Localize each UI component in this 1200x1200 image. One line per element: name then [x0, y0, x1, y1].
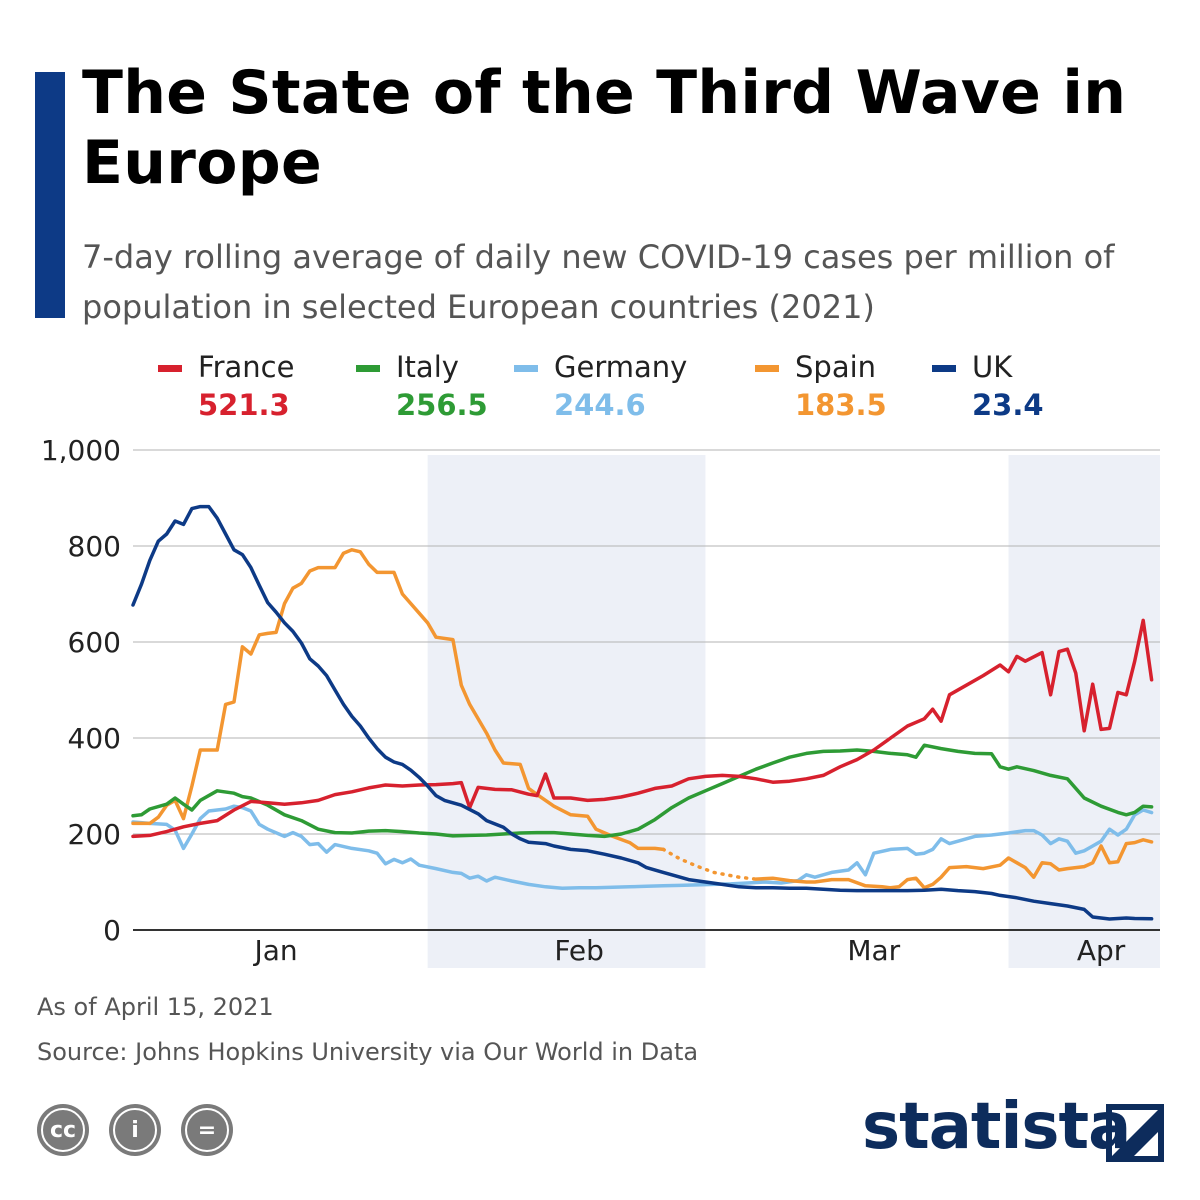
shaded-band-1	[1008, 455, 1160, 968]
x-tick-label: Jan	[253, 934, 298, 967]
y-tick-label: 800	[68, 530, 121, 563]
source-note: Source: Johns Hopkins University via Our…	[37, 1038, 699, 1066]
x-tick-label: Feb	[554, 934, 604, 967]
x-tick-label: Mar	[847, 934, 900, 967]
legend-value-france: 521.3	[198, 388, 290, 422]
legend: France 521.3 Italy 256.5 Germany 244.6 S…	[0, 350, 1200, 430]
legend-swatch-spain	[755, 365, 779, 372]
y-axis-ticks: 0 200 400 600 800 1,000	[41, 434, 121, 947]
series-line-spain-no-data	[661, 847, 758, 881]
shaded-band-0	[427, 455, 706, 968]
legend-label-france: France	[198, 350, 295, 384]
x-tick-label: Apr	[1077, 934, 1126, 967]
series-lines	[131, 504, 1154, 921]
legend-swatch-france	[158, 365, 182, 372]
legend-label-spain: Spain	[795, 350, 877, 384]
legend-label-uk: UK	[972, 350, 1013, 384]
legend-value-germany: 244.6	[554, 388, 646, 422]
brand-wordmark: statista	[862, 1090, 1131, 1164]
y-tick-label: 200	[68, 818, 121, 851]
legend-label-italy: Italy	[396, 350, 459, 384]
cc-icon: cc	[37, 1104, 89, 1156]
statista-logo-icon	[1106, 1104, 1164, 1162]
x-axis-ticks: Jan Feb Mar Apr	[253, 934, 1126, 967]
y-tick-label: 0	[103, 914, 121, 947]
title-accent-bar	[35, 72, 65, 318]
series-line-uk	[131, 504, 1154, 921]
cc-icon-label: cc	[49, 1117, 77, 1143]
legend-value-uk: 23.4	[972, 388, 1044, 422]
legend-label-germany: Germany	[554, 350, 688, 384]
y-tick-label: 600	[68, 626, 121, 659]
no-derivatives-icon: =	[181, 1104, 233, 1156]
series-line-spain	[131, 548, 666, 852]
chart-title: The State of the Third Wave in Europe	[82, 58, 1127, 198]
series-line-spain-cont	[754, 838, 1154, 890]
line-chart: 0 200 400 600 800 1,000 Jan Feb Mar Apr	[41, 434, 1160, 968]
attribution-icon: i	[109, 1104, 161, 1156]
legend-value-spain: 183.5	[795, 388, 887, 422]
as-of-date: As of April 15, 2021	[37, 993, 274, 1021]
legend-swatch-uk	[932, 365, 956, 372]
no-derivatives-icon-label: =	[197, 1117, 217, 1143]
y-tick-label: 1,000	[41, 434, 121, 467]
legend-swatch-italy	[356, 365, 380, 372]
weekend-shading	[427, 455, 1160, 968]
attribution-icon-label: i	[131, 1117, 139, 1143]
series-line-germany	[131, 804, 1154, 890]
series-line-france	[131, 618, 1154, 839]
legend-swatch-germany	[514, 365, 538, 372]
y-tick-label: 400	[68, 722, 121, 755]
chart-subtitle: 7-day rolling average of daily new COVID…	[82, 238, 1115, 326]
legend-value-italy: 256.5	[396, 388, 488, 422]
